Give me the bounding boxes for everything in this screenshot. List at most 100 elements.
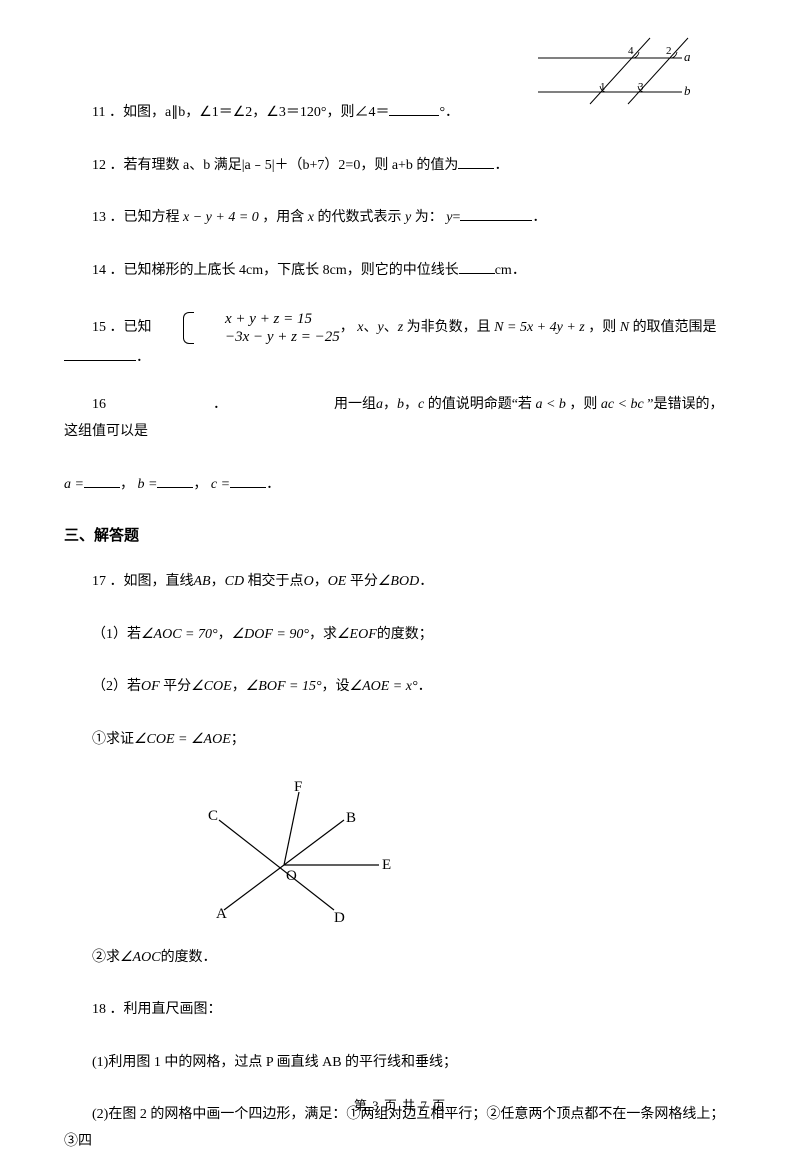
q17-cd: CD	[225, 574, 244, 589]
q17-oe: OE	[328, 574, 347, 589]
fig-lbl-E: E	[382, 857, 391, 873]
q17-s1b: ；	[231, 732, 245, 747]
q17-s2b: 的度数．	[161, 950, 217, 965]
q15-neq: N = 5x + 4y + z	[494, 321, 585, 336]
q16-line1: 16 ． 用一组a，b，c 的值说明命题“若 a < b ，则 ac < bc …	[64, 392, 736, 445]
q17-hf: ．	[419, 574, 433, 589]
q17-p1b: ，	[218, 627, 232, 642]
q16-dot: ．	[213, 397, 227, 412]
q16-a: 用一组	[334, 397, 376, 412]
q17-aoc70: ∠AOC = 70°	[141, 627, 218, 642]
q13-c: 的代数式表示	[318, 210, 402, 225]
q15-sys2: −3x − y + z = −25	[197, 328, 340, 346]
q16-tail: ．	[266, 477, 280, 492]
q17-s1: ①求证∠COE = ∠AOE；	[64, 727, 736, 754]
q16-bb	[157, 474, 193, 488]
fig-lbl-F: F	[294, 780, 302, 795]
q15: 15 ．已知 x + y + z = 15 −3x − y + z = −25 …	[64, 310, 736, 366]
q16-cm2: ，	[193, 477, 207, 492]
q13-a: 13 ．已知方程	[92, 210, 180, 225]
fig-lbl-O: O	[286, 868, 297, 884]
q17-p1c: ，求	[309, 627, 337, 642]
q15-m5: 的取值范围是	[633, 321, 717, 336]
q12-text: 12 ．若有理数 a、b 满足|a﹣5|＋（b+7）2=0，则 a+b 的值为	[92, 158, 458, 173]
q16-bc	[230, 474, 266, 488]
q16-c2: ，	[404, 397, 418, 412]
q13-e: =	[452, 210, 460, 225]
q17-coe: ∠COE	[191, 679, 232, 694]
q15-sys1: x + y + z = 15	[197, 310, 340, 328]
q16-be: b =	[137, 477, 157, 492]
q13-y: y	[405, 210, 411, 225]
q17-bod: ∠BOD	[378, 574, 419, 589]
q15-tail: ．	[136, 350, 150, 365]
q17-hb: ，	[211, 574, 225, 589]
q17-s2: ②求∠AOC的度数．	[64, 945, 736, 972]
q11-figure: a b 1 2 3 4	[530, 30, 690, 117]
q16-c: 的值说明命题“若	[428, 397, 532, 412]
q17-p2a: （2）若	[92, 679, 141, 694]
label-b: b	[684, 83, 690, 98]
q16-line2: a =， b =， c =．	[64, 472, 736, 499]
q17-aoc: ∠AOC	[120, 950, 161, 965]
q12: 12 ．若有理数 a、b 满足|a﹣5|＋（b+7）2=0，则 a+b 的值为 ．	[64, 153, 736, 180]
q13: 13 ．已知方程 x − y + 4 = 0 ，用含 x 的代数式表示 y 为：…	[64, 205, 736, 232]
q17-ab: AB	[194, 574, 211, 589]
q17-p2b: 平分	[163, 679, 191, 694]
q17-dof90: ∠DOF = 90°	[232, 627, 309, 642]
q17-o: O	[304, 574, 314, 589]
q17-head: 17 ．如图，直线AB，CD 相交于点O，OE 平分∠BOD．	[64, 569, 736, 596]
q15-z: z	[398, 321, 403, 336]
q14-blank	[459, 260, 495, 274]
q16-c1: ，	[383, 397, 397, 412]
q15-m1: ，	[340, 321, 354, 336]
q11-after: °．	[439, 105, 459, 120]
q11-text: 11 ．如图，a∥b，∠1＝∠2，∠3＝120°，则∠4＝	[92, 105, 389, 120]
q17-p2e: ．	[418, 679, 432, 694]
q18-p1t: (1)利用图 1 中的网格，过点 P 画直线 AB 的平行线和垂线；	[92, 1055, 457, 1070]
fig-lbl-C: C	[208, 808, 218, 824]
q17-figure: A B C D E F O	[194, 780, 736, 935]
q18-h: 18 ．利用直尺画图：	[92, 1002, 222, 1017]
q17-p2c: ，	[232, 679, 246, 694]
label-a: a	[684, 49, 690, 64]
q17-p2d: ，设	[322, 679, 350, 694]
q16-cm1: ，	[120, 477, 134, 492]
q15-s2: 、	[384, 321, 398, 336]
q17-he: 平分	[350, 574, 378, 589]
q16-i1: a < b	[535, 397, 565, 412]
q16-num: 16	[92, 397, 106, 412]
q18-p1: (1)利用图 1 中的网格，过点 P 画直线 AB 的平行线和垂线；	[64, 1050, 736, 1077]
q14: 14 ．已知梯形的上底长 4cm，下底长 8cm，则它的中位线长cm．	[64, 258, 736, 285]
q13-blank	[460, 207, 532, 221]
q15-m3: 为非负数，且	[407, 321, 491, 336]
fig-lbl-A: A	[216, 906, 227, 922]
q17-p1: （1）若∠AOC = 70°，∠DOF = 90°，求∠EOF的度数；	[64, 622, 736, 649]
q17-hd: ，	[314, 574, 328, 589]
section-3-head: 三、解答题	[64, 524, 736, 545]
q11-blank	[389, 102, 439, 116]
q15-m4: ，则	[588, 321, 616, 336]
q16-vb: b	[397, 397, 404, 412]
q18-head: 18 ．利用直尺画图：	[64, 997, 736, 1024]
q16-ae: a =	[64, 477, 84, 492]
q16-d: ，则	[569, 397, 597, 412]
q15-system: x + y + z = 15 −3x − y + z = −25	[183, 310, 340, 346]
q17-s1a: ①求证	[92, 732, 134, 747]
q17-s2a: ②求	[92, 950, 120, 965]
q17-p1a: （1）若	[92, 627, 141, 642]
q13-eq: x − y + 4 = 0	[183, 210, 259, 225]
q13-f: ．	[532, 210, 546, 225]
q16-i2: ac < bc	[601, 397, 644, 412]
fig-lbl-B: B	[346, 810, 356, 826]
q12-after: ．	[494, 158, 508, 173]
q13-b: ，用含	[262, 210, 304, 225]
q16-vc: c	[418, 397, 424, 412]
q15-nvar: N	[620, 321, 629, 336]
q17-eof: ∠EOF	[337, 627, 377, 642]
angle-2: 2	[666, 45, 672, 57]
q15-s1: 、	[363, 321, 377, 336]
q17-aoex: ∠AOE = x°	[350, 679, 418, 694]
q17-p1d: 的度数；	[377, 627, 433, 642]
q12-blank	[458, 155, 494, 169]
